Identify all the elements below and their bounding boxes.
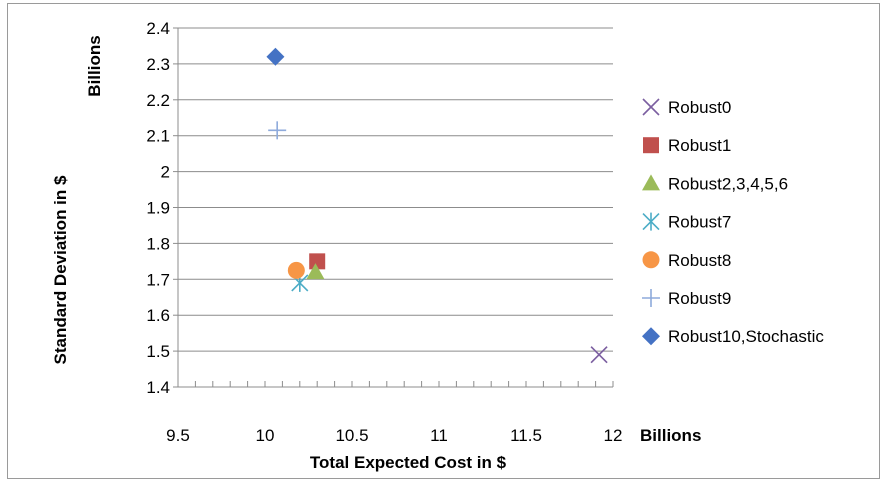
x-units-label: Billions xyxy=(640,426,701,445)
y-tick-labels: 1.4 1.5 1.6 1.7 1.8 1.9 2 2.1 2.2 2.3 2.4 xyxy=(146,19,170,397)
legend-label: Robust10,Stochastic xyxy=(668,327,824,346)
legend-marker xyxy=(642,212,660,231)
y-tick-label: 1.8 xyxy=(146,234,170,253)
legend: Robust0 Robust1 Robust2,3,4,5,6 Robust7 Robu… xyxy=(642,98,824,346)
gridlines xyxy=(178,27,613,352)
x-tick-label: 11.5 xyxy=(510,426,542,445)
data-point xyxy=(306,263,325,280)
data-point xyxy=(287,261,305,279)
y-tick-label: 2.1 xyxy=(146,127,170,146)
y-tick-label: 2.3 xyxy=(146,55,170,74)
data-point xyxy=(268,121,287,140)
x-tick-label: 9.5 xyxy=(166,426,190,445)
legend-label: Robust2,3,4,5,6 xyxy=(668,174,788,193)
x-tick-label: 10.5 xyxy=(335,426,368,445)
x-tick-label: 12 xyxy=(604,426,623,445)
x-tick-labels: 9.5 10 10.5 11 11.5 12 xyxy=(166,426,622,445)
y-tick-label: 2.4 xyxy=(146,19,170,38)
legend-marker xyxy=(642,327,660,346)
legend-marker xyxy=(642,289,660,307)
legend-label: Robust9 xyxy=(668,289,731,308)
axes xyxy=(173,27,614,388)
y-tick-label: 2 xyxy=(161,163,170,182)
y-tick-label: 1.5 xyxy=(146,342,170,361)
legend-label: Robust7 xyxy=(668,213,731,232)
data-point xyxy=(266,47,285,66)
y-axis-title: Standard Deviation in $ xyxy=(51,175,70,364)
y-tick-label: 1.6 xyxy=(146,306,170,325)
legend-label: Robust0 xyxy=(668,98,731,117)
y-tick-label: 1.9 xyxy=(146,199,170,218)
x-tick-label: 11 xyxy=(430,426,448,445)
legend-label: Robust1 xyxy=(668,136,731,155)
x-axis-title: Total Expected Cost in $ xyxy=(310,453,507,472)
data-point xyxy=(590,346,608,364)
legend-marker xyxy=(642,251,660,269)
legend-marker xyxy=(643,137,659,154)
y-units-label: Billions xyxy=(85,35,104,96)
data-point xyxy=(309,253,326,270)
y-tick-label: 1.7 xyxy=(146,270,170,289)
data-points xyxy=(266,47,608,364)
legend-marker xyxy=(642,174,660,191)
y-tick-label: 2.2 xyxy=(146,91,170,110)
y-tick-label: 1.4 xyxy=(146,378,170,397)
chart-frame xyxy=(7,3,880,479)
x-tick-label: 10 xyxy=(256,426,275,445)
legend-marker xyxy=(642,98,660,116)
legend-label: Robust8 xyxy=(668,251,731,270)
